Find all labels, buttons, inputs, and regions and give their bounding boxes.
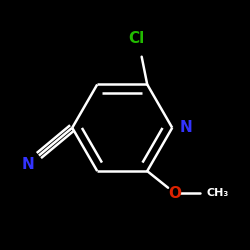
Text: Cl: Cl xyxy=(128,30,144,46)
Text: O: O xyxy=(168,186,181,201)
Text: N: N xyxy=(22,157,34,172)
Text: CH₃: CH₃ xyxy=(207,188,229,198)
Text: N: N xyxy=(179,120,192,135)
